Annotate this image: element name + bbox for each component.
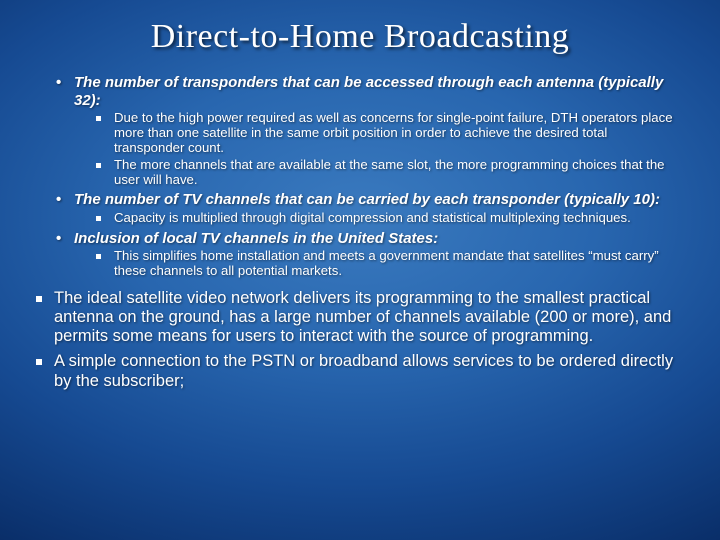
slide: Direct-to-Home Broadcasting The number o… xyxy=(0,0,720,540)
slide-title: Direct-to-Home Broadcasting xyxy=(40,18,680,56)
sub-bullet-item: Due to the high power required as well a… xyxy=(114,111,680,155)
bullet-item: Inclusion of local TV channels in the Un… xyxy=(74,230,680,279)
sub-bullet-item: Capacity is multiplied through digital c… xyxy=(114,211,680,226)
sub-bullet-list: Capacity is multiplied through digital c… xyxy=(74,211,680,226)
sub-bullet-item: The more channels that are available at … xyxy=(114,158,680,188)
bullet-item: The number of TV channels that can be ca… xyxy=(74,191,680,225)
bullet-item: The number of transponders that can be a… xyxy=(74,74,680,187)
sub-bullet-list: Due to the high power required as well a… xyxy=(74,111,680,187)
bottom-bullet-list: The ideal satellite video network delive… xyxy=(40,289,680,391)
bottom-bullet-item: A simple connection to the PSTN or broad… xyxy=(54,352,680,390)
bullet-text: The number of transponders that can be a… xyxy=(74,74,663,109)
sub-bullet-item: This simplifies home installation and me… xyxy=(114,249,680,279)
bullet-text: The number of TV channels that can be ca… xyxy=(74,191,660,208)
bullet-text: Inclusion of local TV channels in the Un… xyxy=(74,230,438,247)
sub-bullet-list: This simplifies home installation and me… xyxy=(74,249,680,279)
main-bullet-list: The number of transponders that can be a… xyxy=(40,74,680,279)
bottom-bullet-item: The ideal satellite video network delive… xyxy=(54,289,680,346)
